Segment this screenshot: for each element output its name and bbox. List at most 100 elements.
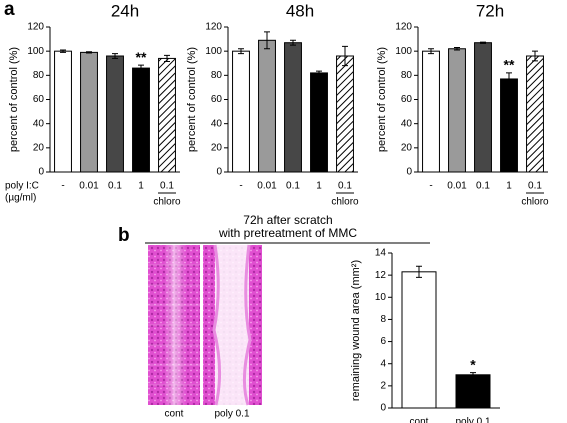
y-tick-label: 60	[211, 94, 223, 105]
error-bar	[290, 39, 296, 46]
bar	[455, 374, 491, 409]
y-tick-label: 100	[27, 46, 44, 57]
bar	[158, 57, 176, 173]
y-tick-label: 40	[401, 118, 413, 129]
y-tick-label: 20	[211, 142, 223, 153]
y-tick-label: 120	[395, 22, 412, 33]
y-tick-label: 80	[211, 70, 223, 81]
panel-label: b	[118, 225, 130, 246]
bar	[526, 55, 544, 173]
y-tick-label: 0	[216, 167, 222, 178]
bar	[54, 50, 72, 173]
y-tick-label: 40	[33, 118, 45, 129]
bar	[474, 42, 492, 173]
micrograph-label: cont	[165, 409, 184, 420]
x-tick-label: 0.1	[476, 181, 490, 192]
bar	[401, 271, 437, 409]
chart-title: 72h	[476, 1, 504, 20]
error-bar	[416, 265, 422, 278]
x-tick-label: -	[61, 181, 64, 192]
y-tick-label: 14	[375, 248, 387, 259]
x-sublabel: chloro	[153, 197, 181, 208]
error-bar	[480, 41, 486, 44]
bar	[284, 42, 302, 173]
micrograph	[148, 245, 200, 405]
bar	[336, 55, 354, 173]
y-tick-label: 120	[27, 22, 44, 33]
y-tick-label: 10	[375, 292, 387, 303]
bar	[500, 78, 518, 173]
bar	[132, 67, 150, 173]
x-tick-label: 0.1	[286, 181, 300, 192]
x-tick-label: 0.1	[528, 181, 542, 192]
chart-title: with pretreatment of MMC	[218, 226, 357, 240]
micrograph-label: poly 0.1	[214, 409, 249, 420]
x-tick-label: 0.1	[338, 181, 352, 192]
error-bar	[342, 45, 348, 67]
error-bar	[428, 48, 434, 55]
x-axis-label: (µg/ml)	[5, 193, 36, 204]
bar	[310, 72, 328, 173]
annotation: *	[470, 356, 476, 372]
error-bar	[506, 72, 512, 86]
bar	[80, 51, 98, 173]
x-tick-label: 0.01	[447, 181, 467, 192]
y-tick-label: 60	[401, 94, 413, 105]
error-bar	[86, 51, 92, 54]
y-tick-label: 0	[406, 167, 412, 178]
y-tick-label: 20	[401, 142, 413, 153]
bar	[448, 48, 466, 173]
bar	[106, 55, 124, 173]
error-bar	[454, 47, 460, 51]
y-tick-label: 0	[380, 403, 386, 414]
y-tick-label: 0	[38, 167, 44, 178]
chart-title: 48h	[286, 1, 314, 20]
y-axis-label: percent of control (%)	[186, 47, 198, 152]
y-tick-label: 12	[375, 270, 387, 281]
x-tick-label: 1	[316, 181, 322, 192]
x-tick-label: 1	[506, 181, 512, 192]
y-tick-label: 8	[380, 314, 386, 325]
y-axis-label: percent of control (%)	[376, 47, 388, 152]
y-tick-label: 80	[33, 70, 45, 81]
error-bar	[532, 50, 538, 62]
x-sublabel: chloro	[521, 197, 549, 208]
x-tick-label: 0.01	[257, 181, 277, 192]
y-axis-label: percent of control (%)	[8, 47, 20, 152]
error-bar	[470, 372, 476, 378]
x-tick-label: 0.1	[108, 181, 122, 192]
error-bar	[138, 64, 144, 72]
y-tick-label: 60	[33, 94, 45, 105]
x-tick-label: cont	[410, 417, 429, 423]
error-bar	[238, 48, 244, 55]
chart-title: 72h after scratch	[243, 213, 332, 227]
x-axis-label: poly I:C	[5, 181, 39, 192]
x-tick-label: -	[239, 181, 242, 192]
chart-title: 24h	[111, 1, 139, 20]
y-tick-label: 4	[380, 358, 386, 369]
x-tick-label: -	[429, 181, 432, 192]
y-tick-label: 40	[211, 118, 223, 129]
panel-label: a	[4, 0, 15, 20]
x-tick-label: poly 0.1	[455, 417, 490, 423]
y-tick-label: 100	[395, 46, 412, 57]
error-bar	[112, 53, 118, 59]
x-tick-label: 0.01	[79, 181, 99, 192]
y-tick-label: 80	[401, 70, 413, 81]
x-tick-label: 1	[138, 181, 144, 192]
error-bar	[316, 70, 322, 76]
error-bar	[164, 54, 170, 62]
y-axis-label: remaining wound area (mm²)	[350, 260, 362, 401]
x-tick-label: 0.1	[160, 181, 174, 192]
error-bar	[264, 31, 270, 50]
y-tick-label: 20	[33, 142, 45, 153]
bar	[422, 50, 440, 173]
bar	[258, 39, 276, 173]
y-tick-label: 2	[380, 380, 386, 391]
y-tick-label: 100	[205, 46, 222, 57]
bar	[232, 50, 250, 173]
error-bar	[60, 49, 66, 53]
x-sublabel: chloro	[331, 197, 359, 208]
y-tick-label: 6	[380, 336, 386, 347]
